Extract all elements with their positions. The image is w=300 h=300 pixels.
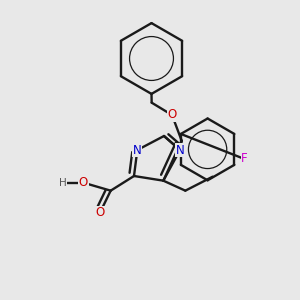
Text: O: O (79, 176, 88, 189)
Text: O: O (95, 206, 105, 219)
Text: O: O (167, 109, 177, 122)
Text: N: N (133, 143, 142, 157)
Text: N: N (176, 143, 184, 157)
Text: F: F (241, 152, 248, 166)
Text: H: H (59, 178, 67, 188)
